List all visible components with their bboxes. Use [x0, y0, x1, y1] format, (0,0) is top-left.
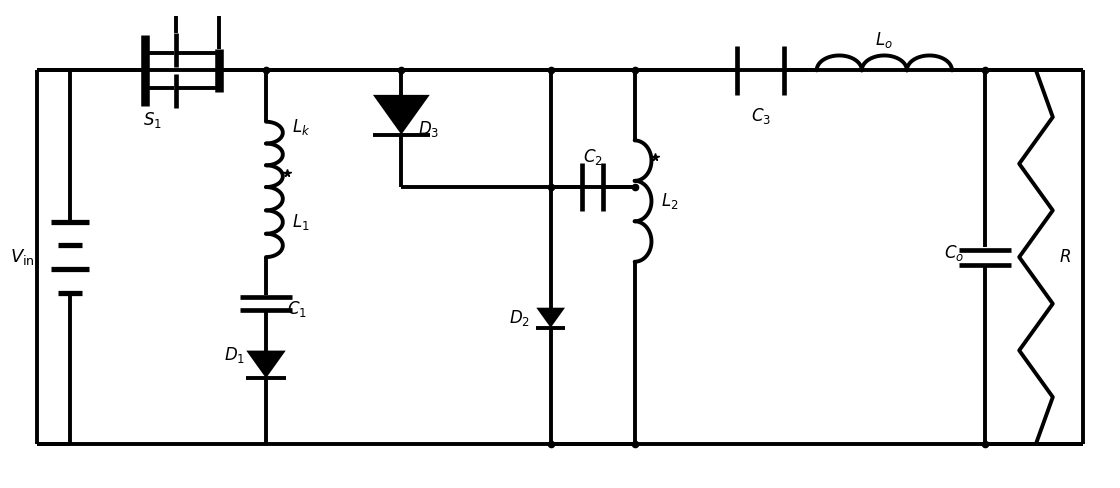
- Text: $L_2$: $L_2$: [661, 191, 679, 211]
- Text: $D_2$: $D_2$: [510, 308, 530, 328]
- Text: $R$: $R$: [1060, 248, 1072, 265]
- Text: $S_1$: $S_1$: [142, 110, 161, 130]
- Text: $C_2$: $C_2$: [582, 146, 603, 166]
- Polygon shape: [536, 308, 564, 328]
- Text: $L_1$: $L_1$: [292, 212, 310, 232]
- Text: $C_o$: $C_o$: [944, 244, 964, 264]
- Text: $L_k$: $L_k$: [292, 117, 310, 137]
- Text: $C_1$: $C_1$: [287, 299, 307, 319]
- Text: $C_3$: $C_3$: [750, 106, 771, 126]
- Text: $V_{\rm in}$: $V_{\rm in}$: [10, 247, 35, 267]
- Polygon shape: [246, 350, 286, 378]
- Text: $D_3$: $D_3$: [418, 119, 439, 139]
- Polygon shape: [373, 95, 430, 135]
- Text: $D_1$: $D_1$: [224, 345, 245, 365]
- Text: $L_o$: $L_o$: [876, 30, 894, 50]
